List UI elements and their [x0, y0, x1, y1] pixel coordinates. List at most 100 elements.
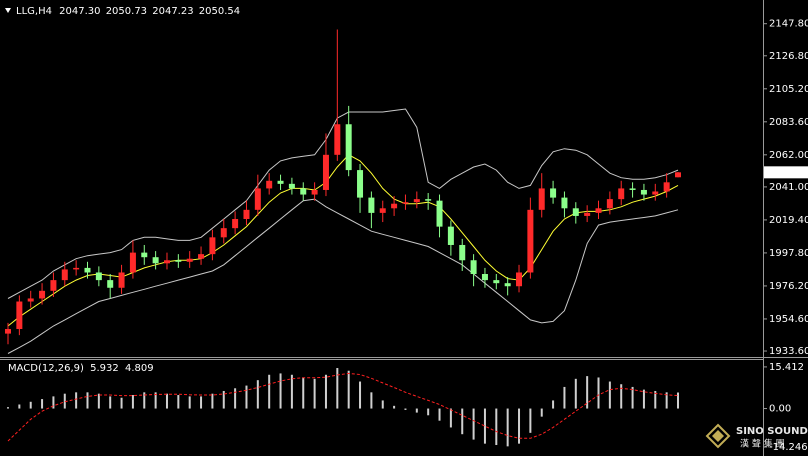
macd-bar: [404, 408, 407, 410]
y-tick-label: 2126.80: [769, 51, 808, 62]
macd-bar: [654, 390, 657, 409]
candle-body: [5, 329, 11, 334]
macd-bar: [256, 380, 259, 409]
macd-bar: [336, 368, 339, 409]
candle-body: [334, 124, 341, 155]
y-tick-label: 0.00: [769, 404, 791, 415]
candle-body: [95, 272, 102, 281]
candle-body: [322, 154, 329, 190]
macd-bar: [597, 377, 600, 409]
quote-close: 2050.54: [199, 6, 240, 17]
candle-body: [39, 290, 46, 299]
macd-bar: [290, 374, 293, 409]
macd-bar: [154, 392, 157, 409]
macd-bar: [518, 408, 521, 444]
candle-body: [73, 267, 80, 270]
candle-body: [606, 199, 613, 209]
candle-body: [572, 208, 579, 216]
brand: SINO SOUND: [736, 426, 808, 437]
candle-body: [300, 188, 307, 195]
macd-bar: [574, 378, 577, 409]
macd-bar: [29, 401, 32, 409]
macd-bar: [347, 370, 350, 409]
macd-bar: [200, 396, 203, 409]
macd-bar: [188, 396, 191, 409]
candle-body: [50, 280, 57, 291]
macd-bar: [495, 408, 498, 446]
candle-body: [504, 283, 511, 287]
macd-bar: [222, 390, 225, 409]
macd-bar: [313, 378, 316, 409]
candle-body: [118, 272, 125, 288]
quote-low: 2047.23: [152, 6, 193, 17]
candle-body: [163, 260, 170, 264]
candle-body: [595, 208, 602, 213]
candle-body: [175, 260, 182, 262]
quote-open: 2047.30: [59, 6, 100, 17]
candle-body: [311, 189, 318, 195]
candle-body: [368, 197, 375, 213]
macd-bar: [324, 374, 327, 409]
macd-bar: [7, 407, 9, 409]
macd-bar: [279, 373, 282, 409]
macd-bar: [18, 404, 21, 409]
y-tick-label: 1933.60: [769, 346, 808, 357]
macd-bar: [381, 400, 384, 409]
macd-bar: [449, 408, 452, 428]
candle-body: [402, 202, 409, 204]
macd-bar: [97, 393, 100, 409]
macd-bar: [620, 384, 623, 409]
candle-body: [618, 188, 625, 200]
candle-body: [663, 182, 670, 192]
macd-bar: [415, 408, 418, 413]
candle-body: [561, 197, 568, 209]
macd-bar: [472, 408, 475, 440]
menu-arrow[interactable]: [5, 8, 11, 13]
macd-bar: [483, 408, 486, 444]
y-tick-label: 15.412: [769, 362, 804, 373]
macd-bar: [109, 396, 112, 409]
macd-bar: [177, 395, 180, 409]
candle-body: [675, 172, 681, 178]
y-tick-label: 2019.40: [769, 215, 808, 226]
candle-body: [288, 183, 295, 189]
candle-body: [27, 298, 34, 302]
macd-value: 5.932: [90, 363, 119, 374]
candle-body: [538, 188, 545, 210]
candle-body: [141, 252, 148, 258]
y-tick-label: 2062.00: [769, 150, 808, 161]
y-tick-label: 1997.80: [769, 248, 808, 259]
candle-body: [152, 257, 159, 264]
candle-body: [629, 188, 636, 190]
macd-header: MACD(12,26,9) 5.932 4.809: [8, 363, 154, 374]
quote-high: 2050.73: [106, 6, 147, 17]
candle-body: [107, 280, 114, 288]
macd-bar: [234, 388, 237, 409]
candle-body: [493, 280, 500, 284]
y-tick-label: 2041.00: [769, 182, 808, 193]
macd-bar: [393, 405, 396, 409]
y-tick-label: -14.246: [769, 442, 808, 453]
macd-bar: [211, 393, 214, 409]
candle-body: [391, 203, 398, 209]
brand-subtitle: 漢 聲 集 團: [740, 438, 785, 450]
macd-bar: [552, 400, 555, 409]
header: LLG,H4 2047.30 2050.73 2047.23 2050.54: [16, 6, 240, 17]
macd-bar: [75, 392, 78, 409]
macd-bar: [631, 386, 634, 409]
candle-body: [584, 212, 591, 216]
candle-body: [277, 180, 284, 184]
watermark: SINO SOUND 漢 聲 集 團: [705, 423, 808, 450]
candle-body: [470, 260, 477, 275]
y-tick-label: 2147.80: [769, 19, 808, 30]
candle-body: [266, 180, 273, 189]
candle-body: [220, 228, 227, 238]
macd-bar: [438, 408, 441, 421]
macd-bar: [461, 408, 464, 435]
macd-bar: [165, 393, 168, 409]
signal-line: [7, 372, 679, 442]
macd-bar: [370, 392, 373, 409]
candle-body: [447, 226, 454, 245]
